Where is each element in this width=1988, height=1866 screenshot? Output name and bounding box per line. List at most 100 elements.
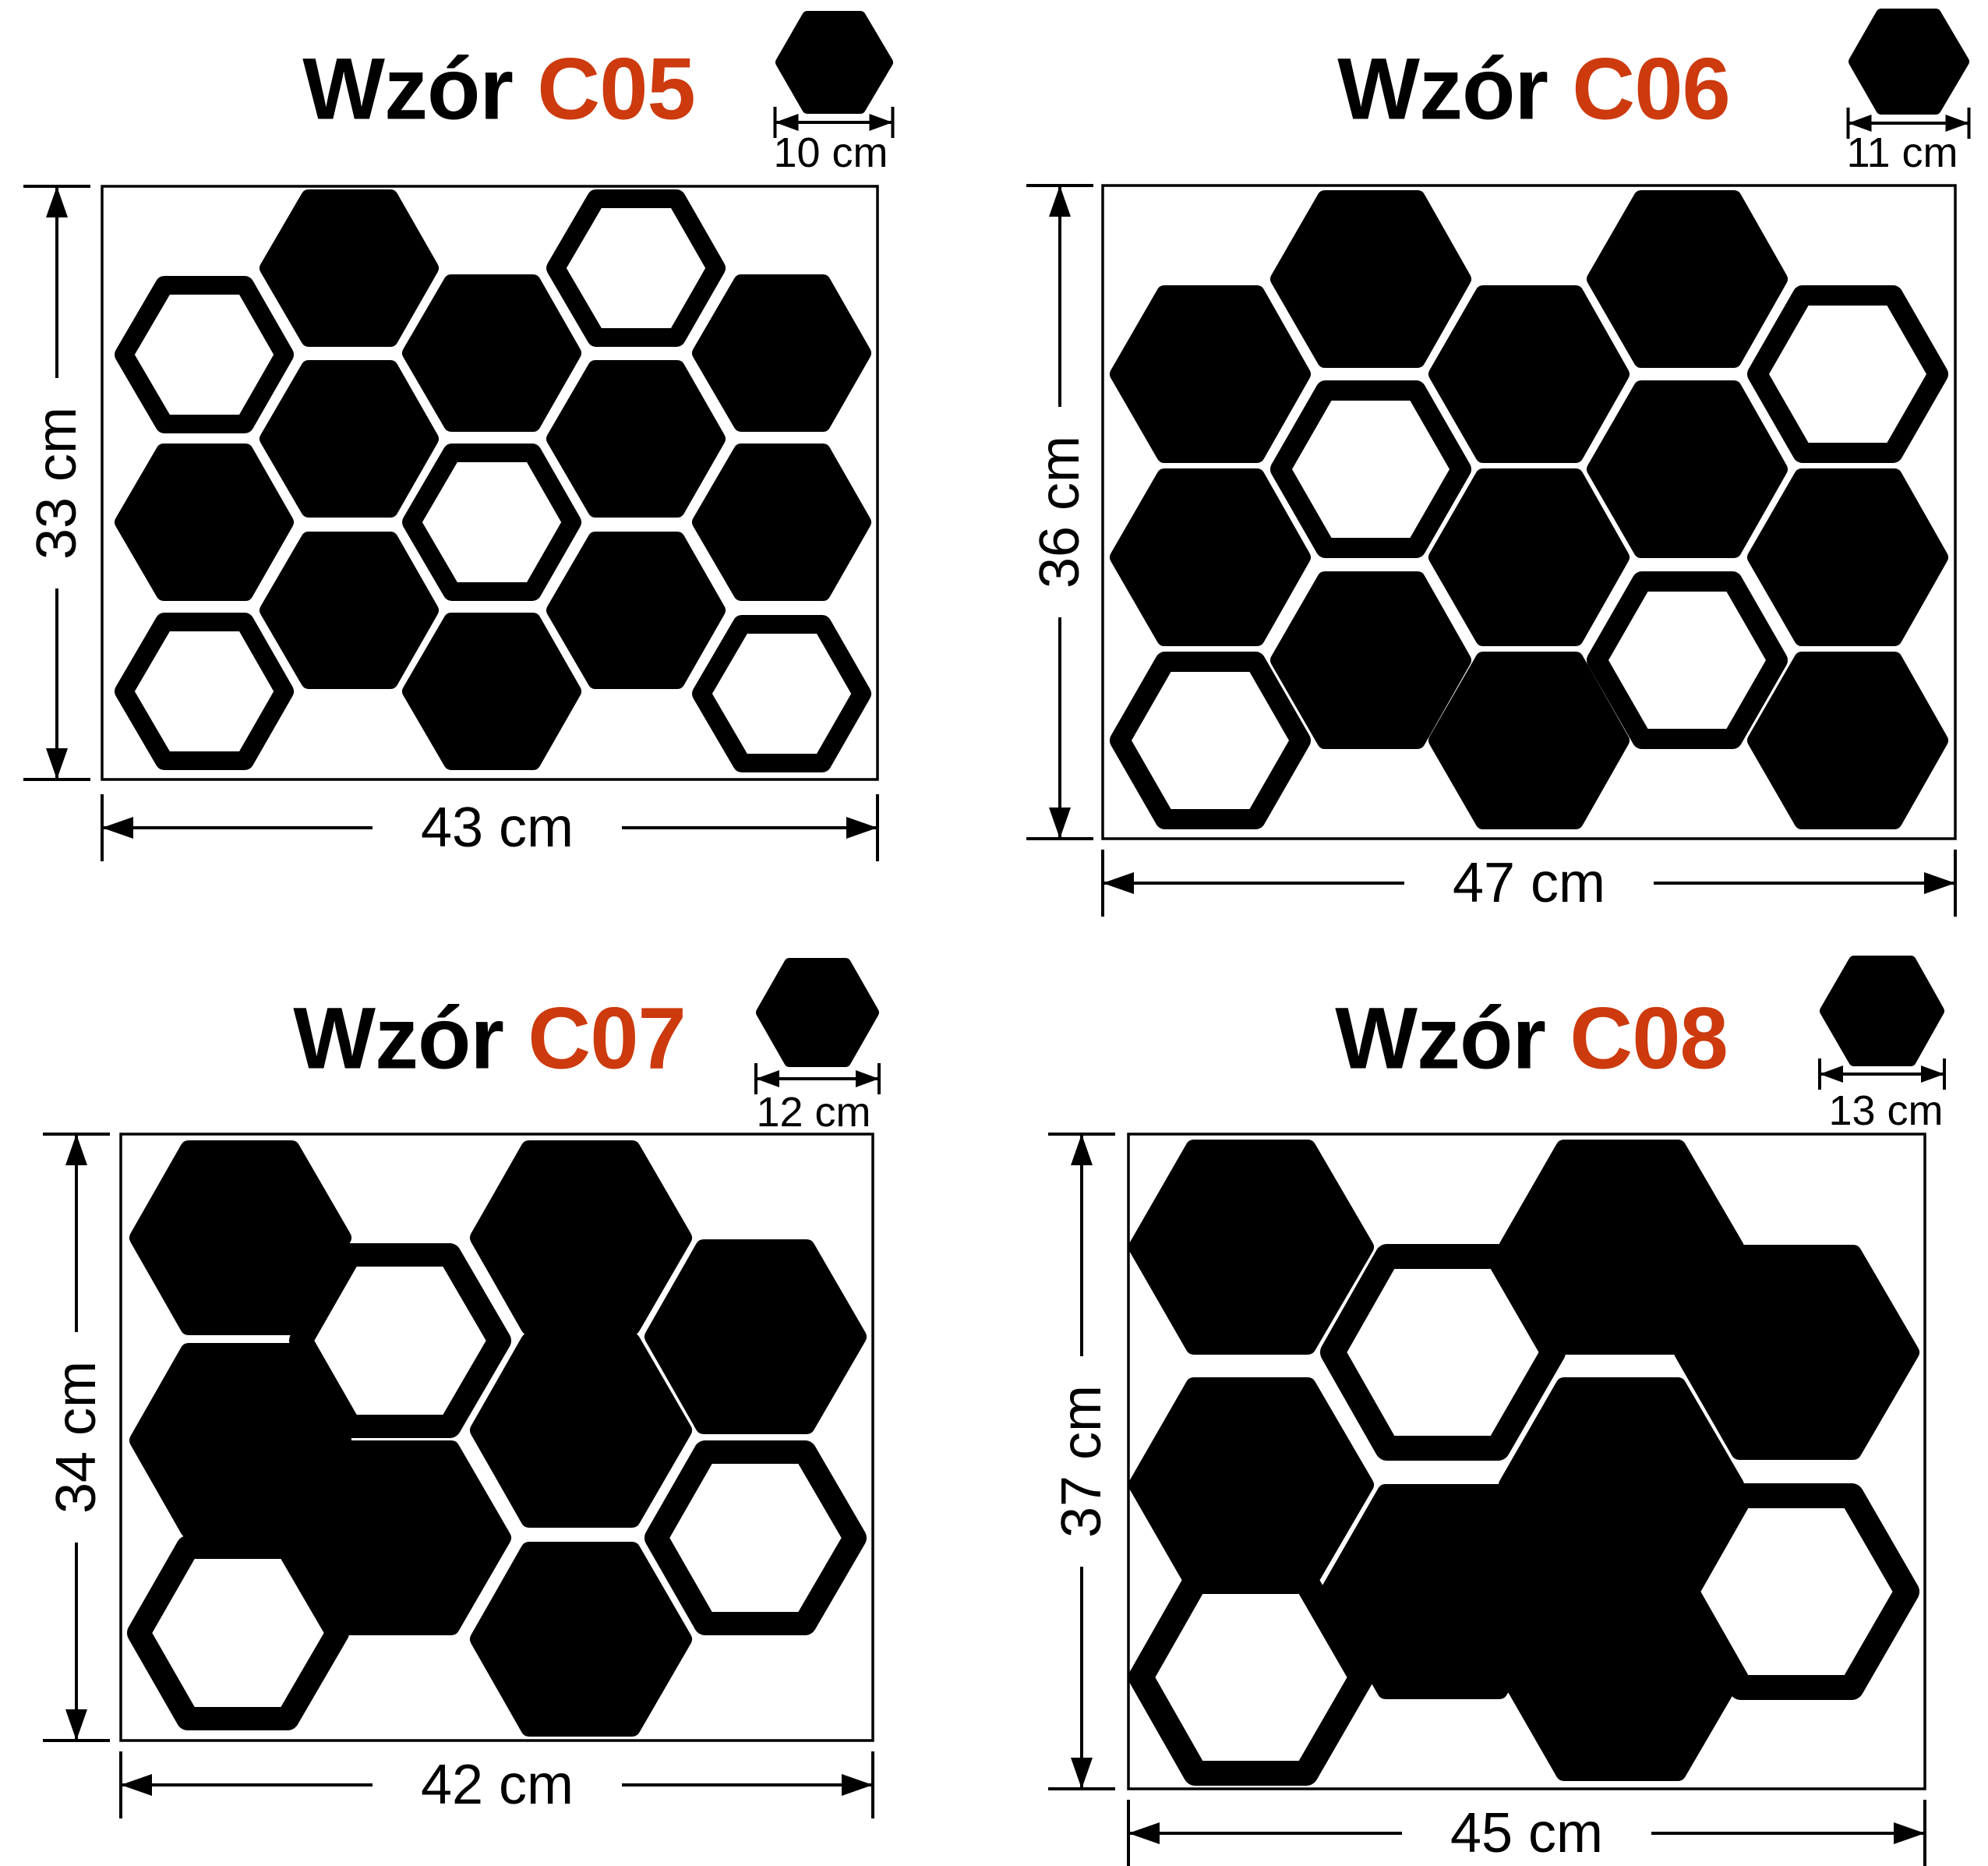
height-dim-arrow	[46, 748, 68, 779]
height-dim-arrow	[46, 186, 68, 217]
width-dim-arrow	[1103, 872, 1134, 894]
sheet-outline-C08	[1127, 1133, 1926, 1790]
panel-title: Wzór C08	[1335, 988, 1728, 1089]
hexagon-black	[260, 532, 439, 689]
hexagon-outline	[1110, 652, 1311, 829]
height-dim-arrow	[65, 1709, 87, 1741]
height-dim-arrow	[65, 1134, 87, 1165]
sheet-outline-C06	[1101, 184, 1957, 840]
hexagon-black	[546, 532, 726, 689]
hexagon-outline	[1674, 1483, 1919, 1700]
hexagon-black	[1270, 571, 1471, 749]
panel-title: Wzór C07	[293, 988, 687, 1089]
hexagon-black	[470, 1542, 692, 1737]
width-label: 45 cm	[1450, 1802, 1604, 1864]
height-label: 36 cm	[1029, 435, 1091, 589]
height-label: 33 cm	[26, 406, 88, 560]
height-dim-arrow	[1049, 808, 1071, 839]
width-label: 43 cm	[420, 797, 574, 859]
hexagon-outline	[289, 1243, 511, 1438]
hexagon-outline	[115, 276, 294, 433]
reference-hexagon	[775, 11, 893, 114]
panel-title: Wzór C05	[302, 39, 696, 140]
hexagon-black	[260, 360, 439, 518]
width-dim-arrow	[1894, 1822, 1925, 1844]
hexagon-black	[289, 1440, 511, 1635]
width-dim-arrow	[102, 817, 133, 839]
reference-hexagon	[1849, 9, 1969, 115]
hex-size-label: 10 cm	[773, 129, 888, 176]
title-code: C06	[1572, 40, 1730, 138]
hexagon-black	[470, 1140, 692, 1335]
hexagon-outline	[1320, 1244, 1566, 1461]
sheet-outline-C05	[101, 185, 879, 781]
hexagon-black	[644, 1239, 867, 1434]
title-prefix: Wzór	[1337, 40, 1548, 138]
hexagon-black	[260, 189, 439, 347]
hexagon-black	[402, 274, 581, 432]
hexagon-black	[546, 360, 726, 518]
hex-size-label: 11 cm	[1846, 129, 1958, 176]
width-label: 47 cm	[1452, 852, 1606, 914]
hexagon-black	[1428, 285, 1630, 463]
hexagon-black	[1270, 190, 1471, 368]
hexagon-black	[1747, 652, 1948, 829]
hexagon-black	[1587, 190, 1788, 368]
hexagon-outline	[692, 615, 871, 772]
hexagon-outline	[402, 444, 581, 601]
hex-size-label: 12 cm	[756, 1089, 871, 1136]
hex-dim-arrow	[1945, 115, 1969, 132]
hexagon-black	[129, 1140, 351, 1335]
hexagon-black	[1110, 285, 1311, 463]
hex-dim-arrow	[1820, 1066, 1843, 1083]
hex-dim-arrow	[756, 1070, 779, 1087]
hexagon-black	[1674, 1245, 1919, 1460]
height-dim-arrow	[1071, 1134, 1093, 1165]
hex-dim-arrow	[775, 114, 799, 131]
title-prefix: Wzór	[1335, 989, 1546, 1087]
width-dim-arrow	[842, 1774, 873, 1796]
hexagon-black	[129, 1343, 351, 1538]
height-dim-arrow	[1071, 1758, 1093, 1789]
sheet-outline-C07	[119, 1133, 874, 1742]
width-dim-arrow	[846, 817, 877, 839]
height-label: 37 cm	[1050, 1384, 1113, 1539]
width-label: 42 cm	[420, 1754, 574, 1816]
title-code: C07	[528, 989, 686, 1087]
hexagon-black	[1428, 468, 1630, 646]
hexagon-outline	[1270, 380, 1471, 558]
width-dim-arrow	[1128, 1822, 1160, 1844]
hexagon-black	[1747, 468, 1948, 646]
hexagon-outline	[546, 189, 726, 347]
hex-dim-arrow	[1848, 115, 1872, 132]
hexagon-black	[1128, 1140, 1374, 1355]
hex-dim-arrow	[1921, 1066, 1944, 1083]
hexagon-outline	[1128, 1569, 1374, 1786]
height-dim-arrow	[1049, 186, 1071, 217]
hexagon-black	[1128, 1377, 1374, 1592]
title-code: C05	[537, 40, 695, 138]
hexagon-black	[1428, 652, 1630, 829]
title-code: C08	[1570, 989, 1728, 1087]
hexagon-black	[1110, 468, 1311, 646]
hexagon-outline	[1587, 571, 1788, 749]
hexagon-black	[115, 444, 294, 601]
hexagon-black	[402, 613, 581, 770]
title-prefix: Wzór	[293, 989, 504, 1087]
hex-dim-arrow	[869, 114, 893, 131]
reference-hexagon	[1820, 956, 1944, 1066]
hex-dim-arrow	[856, 1070, 879, 1087]
hexagon-outline	[115, 613, 294, 770]
width-dim-arrow	[121, 1774, 152, 1796]
panel-title: Wzór C06	[1337, 39, 1731, 140]
hexagon-black	[692, 274, 871, 432]
title-prefix: Wzór	[302, 40, 514, 138]
hexagon-outline	[127, 1536, 349, 1730]
width-dim-arrow	[1924, 872, 1955, 894]
hexagon-black	[692, 444, 871, 601]
hexagon-outline	[644, 1440, 867, 1635]
hexagon-black	[1587, 380, 1788, 558]
hexagon-black	[470, 1333, 692, 1528]
